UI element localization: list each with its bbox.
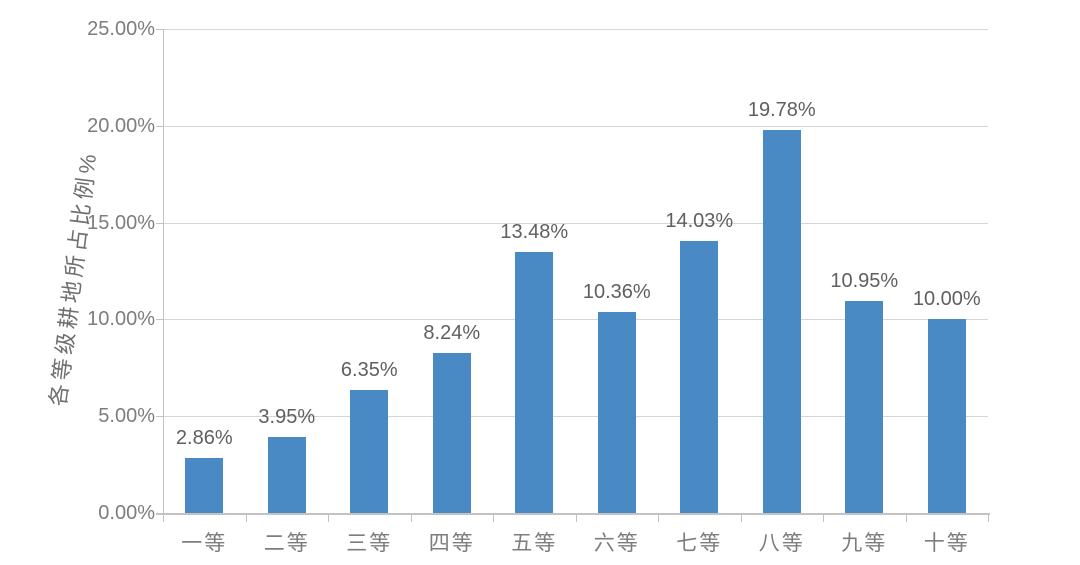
x-category-label: 五等 — [511, 532, 558, 555]
y-tick-label: 0.00% — [98, 502, 155, 524]
bar-value-label: 13.48% — [500, 221, 569, 244]
bar-一等 — [185, 457, 224, 513]
gridline — [163, 416, 988, 418]
x-tick-mark — [575, 515, 577, 522]
y-tick-label: 15.00% — [87, 211, 155, 234]
x-tick-mark — [905, 515, 907, 522]
x-tick-mark — [163, 515, 164, 522]
bar-六等 — [597, 312, 636, 513]
bar-五等 — [515, 252, 554, 513]
bar-value-label: 2.86% — [175, 426, 233, 449]
y-axis-title: 各等级耕地所占比例% — [45, 148, 102, 408]
y-tick-mark — [156, 125, 163, 127]
x-category-label: 七等 — [676, 532, 723, 555]
y-tick-label: 5.00% — [98, 405, 155, 428]
y-tick-mark — [156, 222, 163, 224]
bar-三等 — [350, 390, 389, 513]
x-axis-line — [156, 513, 990, 515]
bar-value-label: 6.35% — [340, 359, 398, 382]
bar-value-label: 19.78% — [747, 99, 816, 122]
x-tick-mark — [410, 515, 412, 522]
bar-value-label: 10.00% — [912, 288, 981, 311]
y-axis-line — [163, 29, 164, 514]
bar-八等 — [762, 130, 801, 513]
y-tick-mark — [156, 513, 163, 514]
bar-十等 — [927, 319, 966, 513]
x-tick-mark — [988, 515, 989, 522]
x-category-label: 三等 — [346, 532, 393, 555]
x-category-label: 十等 — [923, 532, 970, 555]
bar-七等 — [680, 241, 719, 513]
y-tick-mark — [156, 416, 163, 418]
bar-value-label: 10.95% — [830, 270, 899, 292]
y-tick-label: 25.00% — [87, 18, 155, 40]
bar-value-label: 3.95% — [258, 405, 316, 428]
gridline — [163, 29, 988, 30]
x-category-label: 一等 — [181, 532, 228, 555]
y-tick-label: 10.00% — [87, 308, 155, 331]
x-tick-mark — [658, 515, 659, 522]
x-tick-mark — [823, 515, 824, 522]
bar-九等 — [845, 301, 884, 513]
y-tick-mark — [156, 29, 163, 30]
gridline — [163, 319, 988, 321]
x-tick-mark — [493, 515, 494, 522]
x-category-label: 八等 — [758, 532, 805, 555]
x-tick-mark — [245, 515, 247, 522]
bar-二等 — [267, 436, 306, 513]
gridline — [163, 222, 988, 224]
y-tick-label: 20.00% — [87, 114, 155, 137]
plot-area — [163, 29, 988, 513]
bar-四等 — [432, 353, 471, 513]
y-tick-mark — [156, 319, 163, 321]
bar-value-label: 14.03% — [665, 210, 734, 233]
x-category-label: 四等 — [428, 532, 475, 555]
x-category-label: 六等 — [593, 532, 640, 555]
bar-value-label: 10.36% — [582, 281, 651, 304]
gridline — [163, 125, 988, 127]
bar-value-label: 8.24% — [423, 322, 481, 345]
x-category-label: 二等 — [263, 532, 310, 555]
x-tick-mark — [328, 515, 329, 522]
x-category-label: 九等 — [841, 532, 888, 555]
x-tick-mark — [740, 515, 742, 522]
